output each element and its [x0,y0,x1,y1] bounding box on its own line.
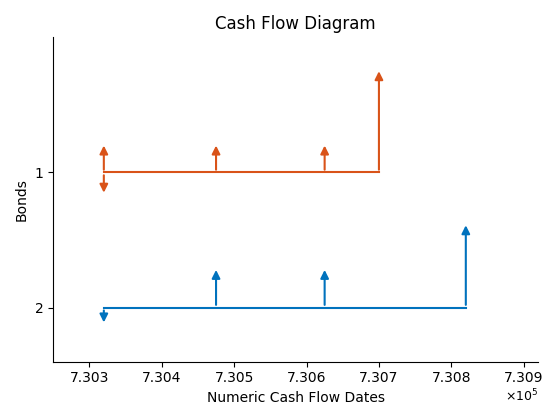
Text: $\times10^5$: $\times10^5$ [505,388,538,404]
Y-axis label: Bonds: Bonds [15,178,29,221]
X-axis label: Numeric Cash Flow Dates: Numeric Cash Flow Dates [207,391,385,405]
Title: Cash Flow Diagram: Cash Flow Diagram [216,15,376,33]
